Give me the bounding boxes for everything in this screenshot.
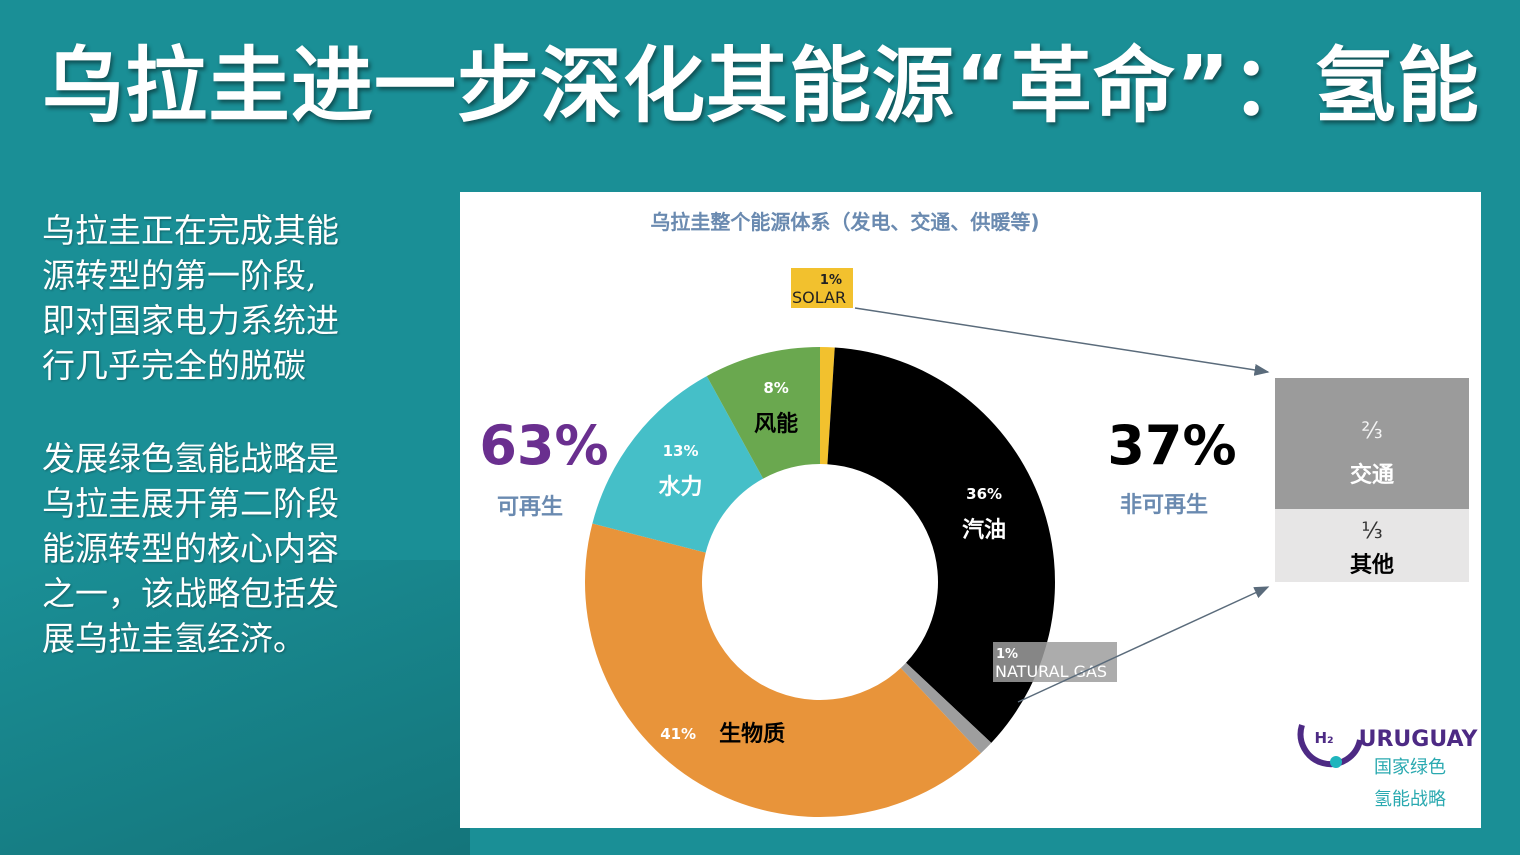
renewable-label: 可再生	[497, 495, 563, 520]
paragraph-line: 之一，该战略包括发	[42, 574, 339, 613]
slice-1	[827, 347, 1055, 743]
slice-name-4: 水力	[659, 475, 703, 500]
slice-percent-4: 13%	[663, 442, 699, 460]
slice-0	[820, 347, 835, 465]
logo-h2: H₂	[1314, 729, 1333, 747]
intro-paragraph: 乌拉圭正在完成其能 源转型的第一阶段, 即对国家电力系统进 行几乎完全的脱碳	[42, 208, 392, 388]
chart-title: 乌拉圭整个能源体系（发电、交通、供暖等)	[650, 210, 1039, 234]
chart-panel: 乌拉圭整个能源体系（发电、交通、供暖等) 1% SOLAR 36% 汽油 1% NATUR…	[460, 192, 1481, 828]
slice-percent-1: 36%	[966, 485, 1002, 503]
slice-label-bg-2	[993, 642, 1117, 682]
slice-label-bg-0	[791, 268, 853, 308]
slice-3	[584, 523, 981, 818]
other-label: 其他	[1350, 553, 1394, 578]
logo-dot	[1330, 756, 1342, 768]
slice-percent-2: 1%	[996, 647, 1018, 662]
other-fraction: ⅓	[1361, 519, 1382, 544]
slice-name-3: 生物质	[719, 721, 785, 747]
breakdown-other-box	[1275, 509, 1469, 582]
page-title: 乌拉圭进一步深化其能源“革命”：氢能	[42, 39, 1480, 134]
paragraph-line: 乌拉圭正在完成其能	[42, 211, 339, 250]
slice-name-1: 汽油	[962, 517, 1006, 543]
slice-4	[592, 376, 764, 553]
strategy-paragraph: 发展绿色氢能战略是 乌拉圭展开第二阶段 能源转型的核心内容 之一，该战略包括发 …	[42, 436, 392, 661]
logo-ring	[1297, 724, 1363, 768]
slice-percent-0: 1%	[820, 273, 842, 288]
paragraph-line: 乌拉圭展开第二阶段	[42, 484, 339, 523]
slice-percent-3: 41%	[660, 725, 696, 743]
slice-name-2: NATURAL GAS	[995, 662, 1107, 681]
transport-fraction: ⅔	[1361, 419, 1382, 444]
paragraph-line: 能源转型的核心内容	[42, 529, 339, 568]
slice-name-0: SOLAR	[792, 288, 846, 307]
callout-arrow-top	[854, 307, 1270, 376]
non-renewable-label: 非可再生	[1120, 493, 1208, 518]
slice-percent-5: 8%	[763, 379, 788, 397]
paragraph-line: 发展绿色氢能战略是	[42, 439, 339, 478]
paragraph-line: 展乌拉圭氢经济。	[42, 619, 306, 658]
renewable-percent: 63%	[479, 414, 608, 477]
non-renewable-percent: 37%	[1107, 414, 1236, 477]
breakdown-transport-box	[1275, 378, 1469, 509]
slice-name-5: 风能	[754, 411, 798, 437]
slice-2	[900, 662, 992, 754]
logo-line2: 氢能战略	[1374, 789, 1446, 810]
donut-slices	[584, 347, 1055, 818]
callout-arrow-bottom	[1017, 586, 1270, 703]
paragraph-line: 源转型的第一阶段,	[42, 256, 317, 295]
paragraph-line: 即对国家电力系统进	[42, 301, 339, 340]
energy-donut-chart: 乌拉圭整个能源体系（发电、交通、供暖等) 1%SOLAR36%汽油1%NATUR…	[479, 210, 1479, 818]
transport-label: 交通	[1350, 462, 1394, 488]
background-shade	[0, 560, 470, 855]
logo-line1: 国家绿色	[1374, 757, 1446, 778]
slice-5	[706, 347, 820, 479]
logo-name: URUGUAY	[1359, 727, 1479, 752]
h2-uruguay-logo: H₂ URUGUAY 国家绿色 氢能战略	[1297, 724, 1479, 810]
paragraph-line: 行几乎完全的脱碳	[42, 346, 306, 385]
